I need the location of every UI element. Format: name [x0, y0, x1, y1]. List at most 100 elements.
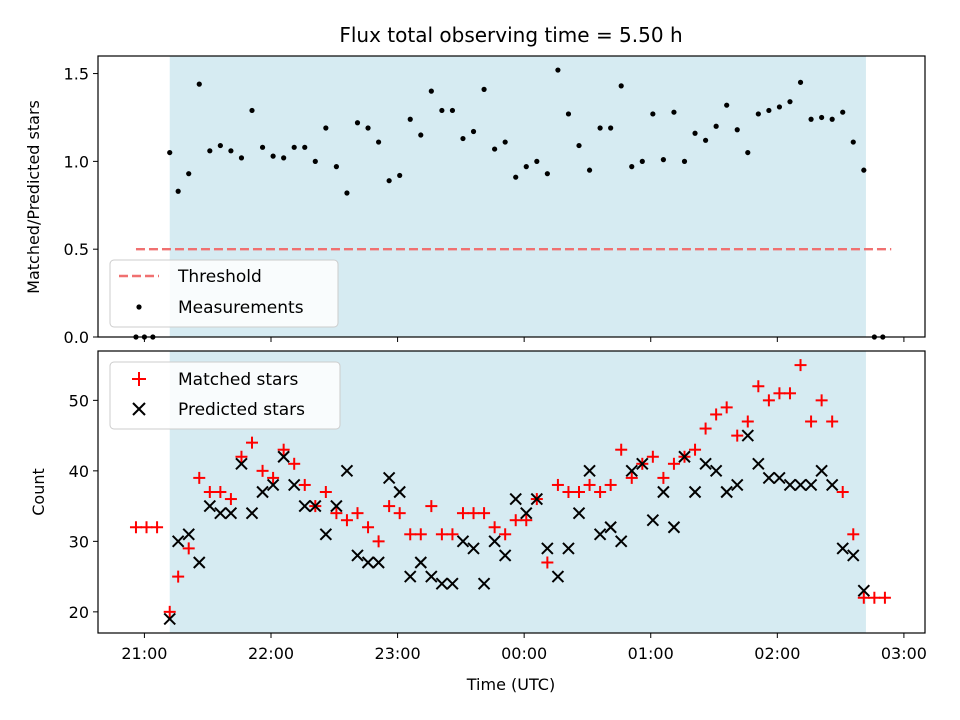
top-legend: Threshold Measurements [109, 259, 339, 328]
predicted-star-point [488, 535, 501, 548]
bottom-legend-box [109, 361, 341, 430]
predicted-star-point [182, 528, 195, 541]
measurement-point [586, 167, 593, 173]
matched-star-point [594, 486, 607, 498]
measurement-point [597, 125, 603, 131]
matched-star-point [583, 478, 596, 491]
measurement-point [681, 158, 688, 164]
matched-star-point [140, 521, 153, 534]
matched-star-point [267, 471, 280, 484]
measurement-point [702, 137, 709, 143]
predicted-star-point [361, 556, 375, 569]
legend-predicted-label: Predicted stars [178, 400, 305, 420]
predicted-star-point [298, 499, 311, 513]
matched-star-point [288, 457, 301, 470]
measurement-point [439, 107, 445, 114]
measurement-point [270, 153, 276, 159]
measurement-point [228, 148, 234, 154]
matched-star-point [214, 486, 227, 498]
predicted-star-point [657, 485, 670, 499]
xtick-label: 21:00 [121, 644, 167, 663]
matched-star-point [404, 528, 417, 541]
top-ytick-label: 0.0 [64, 328, 89, 347]
matched-star-point [794, 359, 807, 372]
matched-star-point [551, 478, 564, 491]
chart-title: Flux total observing time = 5.50 h [339, 23, 682, 47]
matched-star-point [752, 380, 765, 393]
legend-matched-label: Matched stars [178, 370, 298, 390]
measurement-point [819, 114, 825, 121]
xtick-label: 01:00 [628, 644, 674, 663]
predicted-star-point [593, 528, 607, 541]
predicted-star-point [351, 549, 364, 562]
matched-star-point [857, 591, 870, 604]
measurement-point [492, 146, 498, 152]
matched-star-point [868, 591, 881, 604]
predicted-star-point [509, 492, 522, 506]
predicted-star-point [636, 457, 649, 471]
measurement-point [186, 171, 192, 177]
legend-measurements-label: Measurements [178, 298, 304, 318]
measurement-point [397, 172, 403, 179]
predicted-star-point [277, 450, 290, 463]
predicted-star-point [614, 535, 628, 548]
measurement-point [755, 111, 761, 117]
measurement-point [481, 86, 487, 92]
matched-star-point [773, 387, 786, 400]
measurement-point [840, 109, 846, 115]
predicted-star-point [425, 570, 438, 583]
measurement-point [544, 171, 550, 177]
matched-star-point [193, 471, 206, 484]
matched-star-point [699, 422, 712, 435]
measurement-point [354, 120, 361, 126]
predicted-star-point [709, 464, 723, 478]
measurement-point [745, 149, 751, 156]
measurement-point [829, 116, 835, 122]
predicted-star-point [372, 556, 385, 569]
matched-star-point [435, 528, 448, 541]
measurement-point [724, 102, 730, 108]
xtick-label: 02:00 [754, 644, 800, 663]
measurement-point [671, 109, 677, 115]
matched-star-point [246, 436, 259, 449]
matched-star-point [203, 486, 216, 498]
matched-star-point [488, 521, 501, 534]
matched-star-point [425, 500, 438, 513]
predicted-star-point [309, 499, 322, 513]
predicted-star-point [235, 457, 248, 471]
measurement-point [608, 125, 614, 131]
matched-star-point [783, 387, 796, 400]
measurement-point [323, 125, 329, 131]
predicted-star-point [171, 535, 185, 548]
measurement-point [449, 107, 456, 114]
predicted-star-point [193, 556, 206, 569]
measurement-point [207, 148, 213, 154]
matched-star-point [805, 415, 818, 428]
matched-star-point [520, 514, 533, 527]
legend-predicted-swatch [132, 402, 146, 416]
measurement-point [766, 107, 772, 114]
measurement-point [660, 157, 666, 163]
top-ytick-label: 0.5 [64, 240, 89, 259]
predicted-star-point [572, 506, 586, 520]
matched-star-point [393, 507, 406, 520]
measurement-point [312, 158, 318, 164]
matched-star-point [509, 514, 522, 527]
predicted-star-point [393, 485, 406, 499]
measurement-point [776, 104, 783, 110]
bottom-y-axis-label: Count [29, 468, 48, 516]
predicted-star-point [583, 464, 596, 478]
matched-star-point [456, 507, 469, 520]
measurement-point [713, 123, 719, 129]
matched-star-point [615, 443, 628, 456]
matched-star-point [330, 507, 343, 520]
legend-matched-swatch [132, 372, 146, 386]
top-ytick-label: 1.0 [64, 152, 89, 171]
matched-star-point [878, 591, 891, 604]
measurement-point [797, 79, 804, 85]
measurement-point [302, 144, 308, 150]
measurement-point [365, 125, 371, 131]
predicted-star-point [163, 612, 176, 626]
predicted-star-point [741, 429, 754, 442]
matched-star-point [340, 514, 353, 527]
